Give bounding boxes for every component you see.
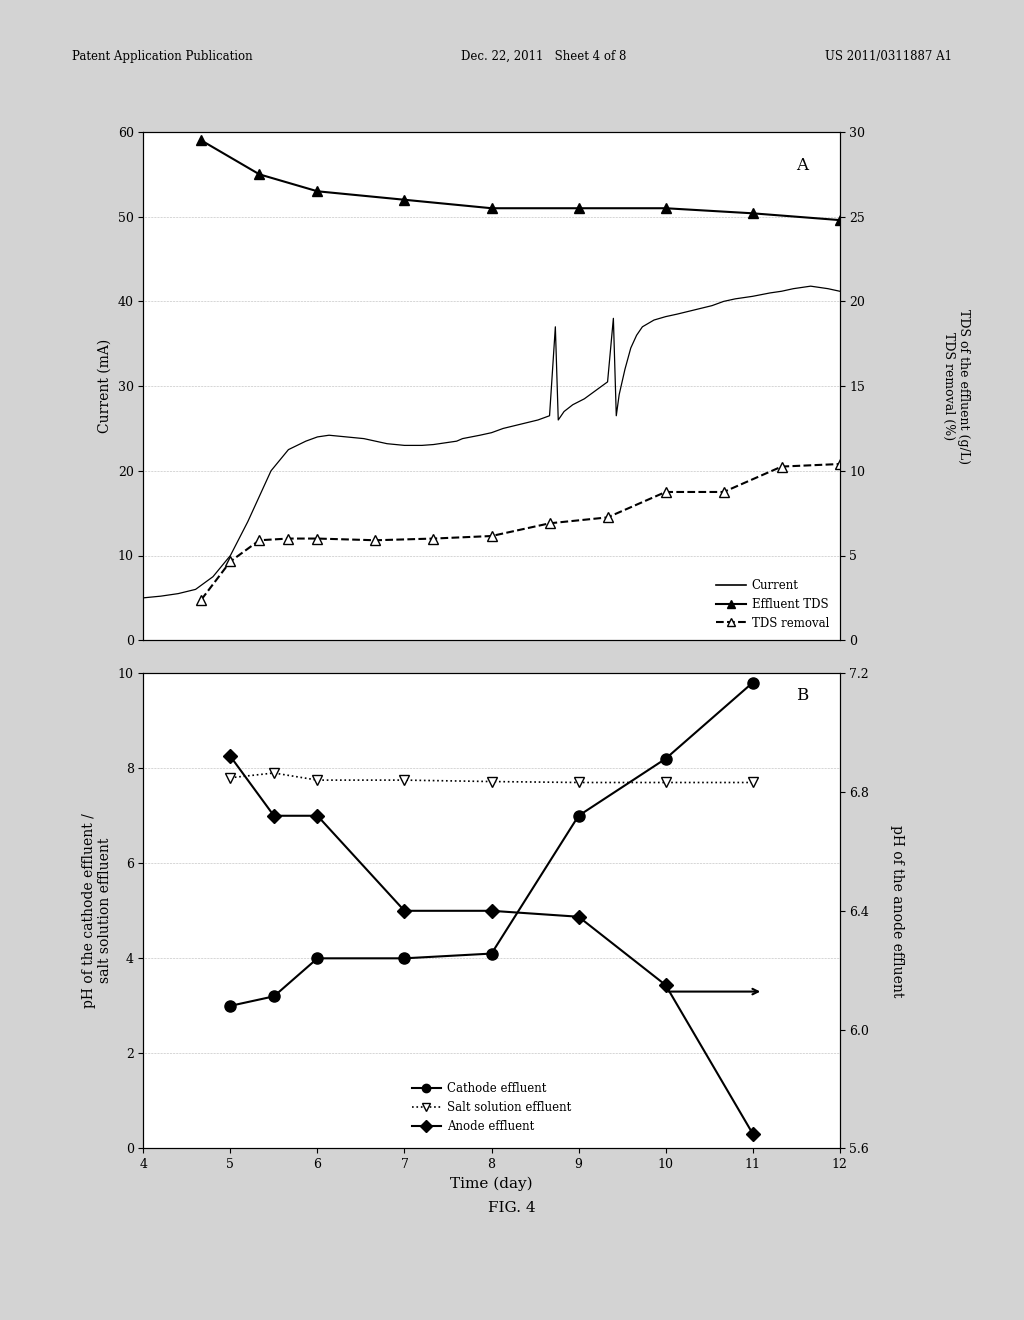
Y-axis label: Current (mA): Current (mA) xyxy=(98,339,112,433)
X-axis label: Time (day): Time (day) xyxy=(451,1176,532,1191)
Legend: Cathode effluent, Salt solution effluent, Anode effluent: Cathode effluent, Salt solution effluent… xyxy=(407,1077,577,1138)
Text: US 2011/0311887 A1: US 2011/0311887 A1 xyxy=(825,50,952,63)
Text: Patent Application Publication: Patent Application Publication xyxy=(72,50,252,63)
Y-axis label: pH of the cathode effluent /
salt solution effluent: pH of the cathode effluent / salt soluti… xyxy=(82,813,112,1008)
Y-axis label: TDS of the effluent (g/L)
TDS removal (%): TDS of the effluent (g/L) TDS removal (%… xyxy=(942,309,970,463)
Text: FIG. 4: FIG. 4 xyxy=(488,1201,536,1214)
Y-axis label: pH of the anode effluent: pH of the anode effluent xyxy=(890,825,904,997)
Legend: Current, Effluent TDS, TDS removal: Current, Effluent TDS, TDS removal xyxy=(712,574,834,635)
Text: A: A xyxy=(797,157,808,174)
Text: B: B xyxy=(796,688,808,705)
Text: Dec. 22, 2011   Sheet 4 of 8: Dec. 22, 2011 Sheet 4 of 8 xyxy=(461,50,626,63)
